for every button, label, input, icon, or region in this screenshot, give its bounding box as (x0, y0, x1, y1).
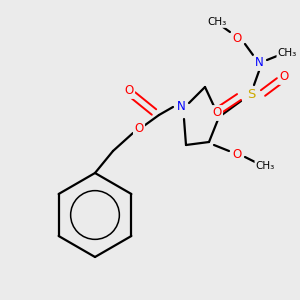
Text: N: N (177, 100, 185, 113)
Text: CH₃: CH₃ (207, 17, 226, 27)
Text: O: O (279, 70, 289, 83)
Text: N: N (255, 56, 263, 70)
Text: O: O (124, 85, 134, 98)
Text: O: O (232, 32, 242, 44)
Text: O: O (134, 122, 144, 136)
Text: CH₃: CH₃ (278, 48, 297, 58)
Text: O: O (232, 148, 242, 160)
Text: CH₃: CH₃ (255, 161, 274, 171)
Text: S: S (247, 88, 255, 101)
Text: O: O (212, 106, 222, 119)
